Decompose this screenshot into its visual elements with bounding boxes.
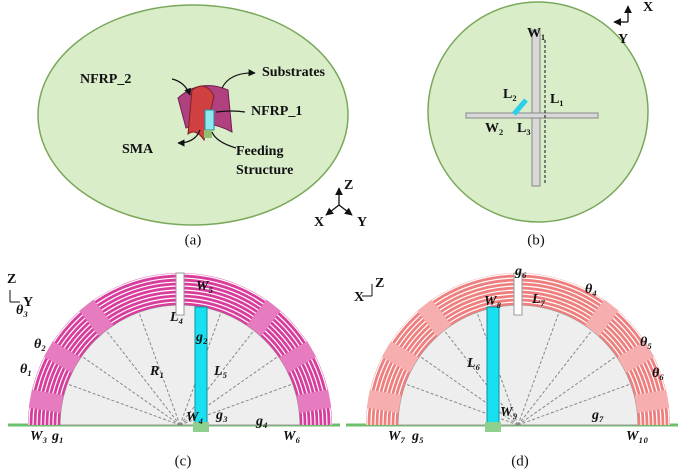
- label: W₄: [186, 410, 203, 425]
- axis-label: Z: [344, 178, 353, 193]
- label: NFRP_1: [251, 104, 302, 119]
- label: SMA: [122, 142, 154, 157]
- label: Structure: [236, 163, 293, 178]
- axis-label: Z: [7, 272, 16, 287]
- strip: [466, 113, 598, 118]
- strip: [532, 30, 540, 186]
- caption: (b): [527, 232, 545, 248]
- label: W₁: [527, 26, 545, 41]
- label: W₉: [500, 405, 517, 420]
- axis-label: X: [314, 215, 324, 230]
- feed-line: [487, 307, 499, 425]
- axis-triad-b: [614, 6, 628, 22]
- label: g₅: [411, 429, 424, 444]
- label: W₅: [196, 279, 213, 294]
- label: Feeding: [236, 144, 283, 159]
- label: R₁: [149, 364, 164, 379]
- label: θ₆: [652, 366, 664, 381]
- figure: NFRP_2 Substrates NFRP_1 SMA Feeding Str…: [0, 0, 678, 474]
- label: L₇: [531, 292, 546, 307]
- connector: [485, 422, 501, 432]
- axis-label: Z: [375, 276, 384, 291]
- label: θ₃: [16, 303, 28, 318]
- label: NFRP_2: [80, 72, 131, 87]
- label: g₂: [195, 330, 208, 345]
- label: L₆: [466, 356, 481, 371]
- axis-label: Y: [618, 32, 628, 47]
- page: {"panel_a": {"caption": "(a)", "labels":…: [0, 0, 678, 474]
- label: g₇: [591, 408, 604, 423]
- label: Substrates: [262, 65, 326, 80]
- caption: (d): [511, 453, 529, 469]
- label: W₁₀: [626, 429, 648, 444]
- label: W₃: [30, 429, 47, 444]
- label: L₄: [169, 310, 184, 325]
- label: W₈: [484, 294, 501, 309]
- label: θ₅: [640, 335, 652, 350]
- label: L₁: [550, 92, 564, 107]
- axis-label: X: [354, 290, 364, 305]
- panel-c: [8, 273, 340, 432]
- label: W₆: [283, 429, 300, 444]
- label: g₄: [255, 414, 268, 429]
- axis-label: Y: [357, 215, 367, 230]
- caption: (a): [185, 232, 202, 248]
- label: g₁: [51, 429, 64, 444]
- caption: (c): [175, 453, 192, 469]
- feed-line: [195, 307, 207, 425]
- label: W₇: [388, 429, 405, 444]
- label: g₃: [215, 408, 228, 423]
- label: θ₁: [20, 362, 32, 377]
- label: θ₂: [34, 337, 46, 352]
- label: L₃: [517, 121, 531, 136]
- label: θ₄: [585, 282, 597, 297]
- label: W₂: [485, 121, 503, 136]
- label: L₂: [503, 87, 517, 102]
- slot: [514, 273, 522, 315]
- label: g₆: [514, 264, 527, 279]
- axis-label: X: [643, 0, 653, 15]
- label: L₅: [213, 364, 228, 379]
- slot: [176, 273, 184, 315]
